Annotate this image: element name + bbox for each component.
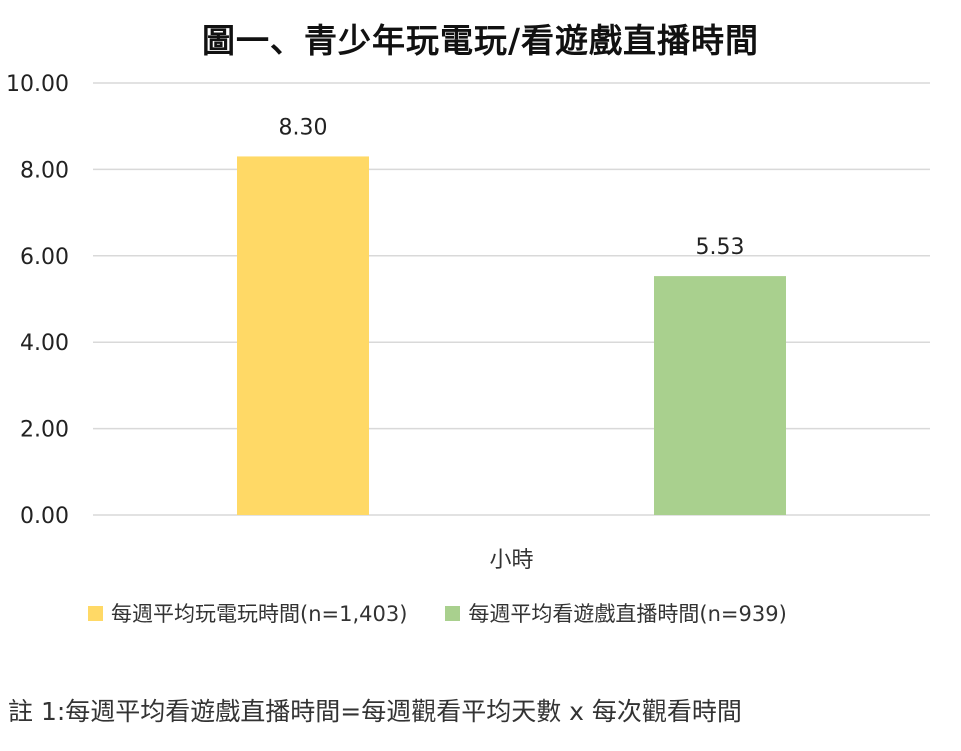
y-tick-label: 2.00 (20, 418, 69, 443)
bar-chart: 0.00 2.00 4.00 6.00 8.00 10.00 8.30 5.53 小時 (6, 72, 930, 573)
footnote: 註 1:每週平均看遊戲直播時間=每週觀看平均天數 x 每次觀看時間 (8, 697, 742, 726)
bar-gaming (237, 156, 369, 515)
bar-streaming (654, 276, 786, 515)
data-labels: 8.30 5.53 (279, 115, 745, 260)
gridlines (93, 82, 930, 516)
legend-label-gaming: 每週平均玩電玩時間(n=1,403) (111, 602, 408, 626)
y-tick-label: 8.00 (20, 158, 69, 183)
legend-item-gaming: 每週平均玩電玩時間(n=1,403) (88, 598, 407, 628)
data-label-streaming: 5.53 (696, 235, 745, 260)
y-tick-label: 4.00 (20, 331, 69, 356)
legend-swatch-gaming (88, 605, 103, 621)
x-axis-categories: 小時 (489, 548, 533, 573)
data-label-gaming: 8.30 (279, 115, 328, 140)
legend-item-streaming: 每週平均看遊戲直播時間(n=939) (445, 598, 787, 628)
x-category-label: 小時 (489, 548, 533, 573)
y-tick-label: 0.00 (20, 504, 69, 529)
y-axis-ticks: 0.00 2.00 4.00 6.00 8.00 10.00 (6, 72, 69, 529)
chart-title: 圖一、青少年玩電玩/看遊戲直播時間 (201, 21, 760, 60)
bars (237, 156, 786, 515)
y-tick-label: 6.00 (20, 245, 69, 270)
legend-swatch-streaming (445, 605, 461, 621)
legend: 每週平均玩電玩時間(n=1,403) 每週平均看遊戲直播時間(n=939) (88, 598, 787, 628)
y-tick-label: 10.00 (6, 72, 69, 97)
legend-label-streaming: 每週平均看遊戲直播時間(n=939) (468, 602, 787, 626)
